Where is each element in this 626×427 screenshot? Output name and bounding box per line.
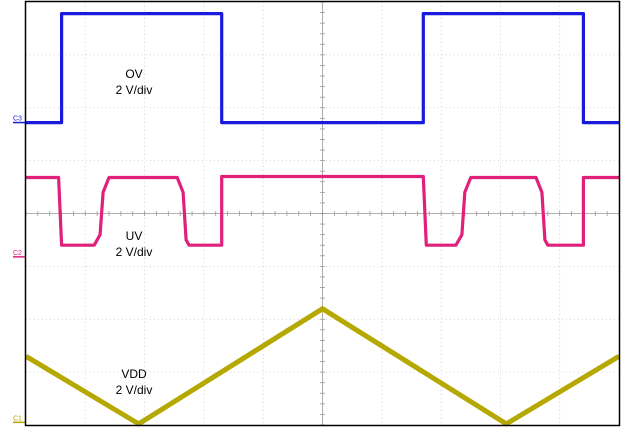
trace-label: 2 V/div [116,83,153,97]
graticule [25,1,620,426]
channel-marker-c2: C2 [13,250,22,257]
trace-label: UV [126,229,143,243]
trace-label: OV [125,67,142,81]
trace-c2 [26,174,619,247]
screen-border [24,0,621,427]
channel-marker-c3: C3 [13,116,22,123]
trace-c1 [24,306,621,427]
trace-c3 [26,12,619,125]
trace-label: 2 V/div [116,383,153,397]
trace-labels: OV 2 V/div UV 2 V/div VDD 2 V/div [116,67,153,397]
channel-markers: C3 C2 C1 [13,116,25,424]
channel-marker-c1: C1 [13,415,22,422]
trace-label: 2 V/div [116,245,153,259]
traces [24,12,621,427]
trace-label: VDD [121,367,147,381]
